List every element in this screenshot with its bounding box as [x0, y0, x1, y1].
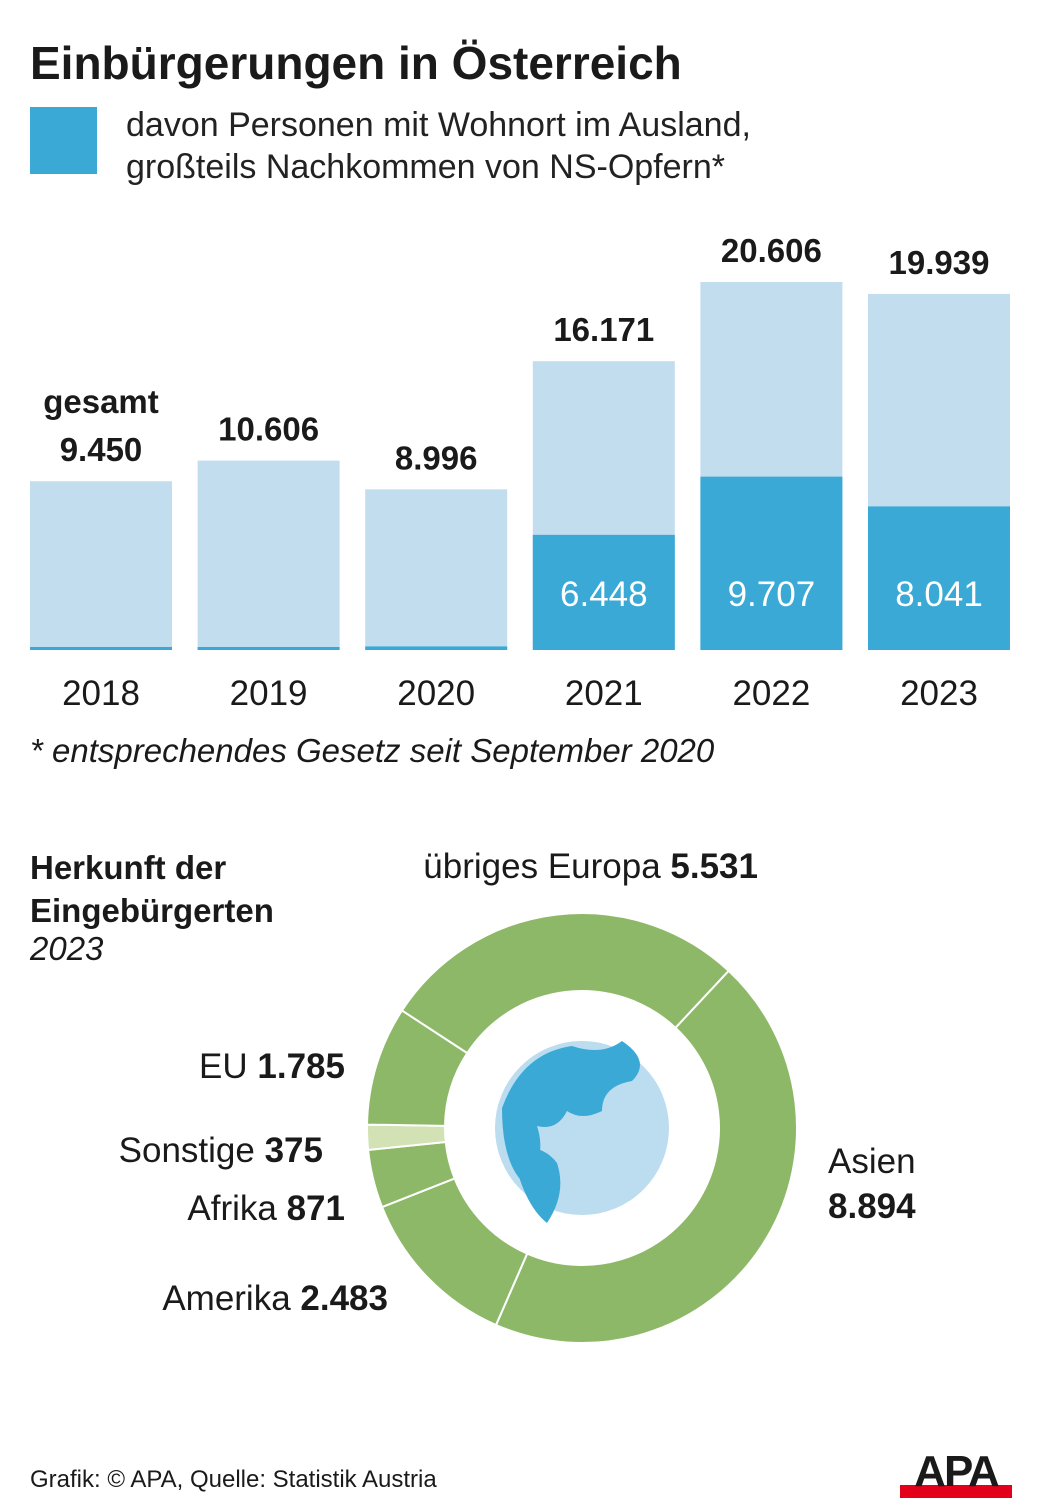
- donut-slice-asien: [494, 969, 798, 1344]
- chart-title: Einbürgerungen in Österreich: [30, 37, 682, 89]
- bar-chart: 9.450 gesamt 2018 10.606 2019 8.996 2020 16.171…: [30, 232, 1010, 713]
- pie-title-line-2: Eingebürgerten: [30, 892, 274, 929]
- x-tick-label: 2020: [397, 674, 475, 713]
- pie-year: 2023: [30, 930, 104, 967]
- slice-name: EU: [199, 1047, 257, 1086]
- bar-abroad-label: 9.707: [728, 575, 816, 614]
- bar-total-label: 20.606: [721, 232, 822, 269]
- legend-line-1: davon Personen mit Wohnort im Ausland,: [126, 106, 751, 144]
- slice-label-asien-value: 8.894: [828, 1187, 916, 1226]
- bar-abroad-label: 8.041: [895, 575, 983, 614]
- bar-total-2019: [197, 460, 340, 650]
- footnote: * entsprechendes Gesetz seit September 2…: [30, 732, 715, 769]
- bar-abroad-label: 6.448: [560, 575, 648, 614]
- bar-abroad-2019: [197, 647, 340, 650]
- globe-icon: [495, 1041, 669, 1223]
- slice-label-sonstige: Sonstige 375: [119, 1131, 323, 1170]
- bar-abroad-2022: [700, 476, 843, 650]
- slice-label-afrika: Afrika 871: [187, 1189, 345, 1228]
- bar-total-label: 9.450: [60, 431, 143, 468]
- bar-total-label: 19.939: [889, 244, 990, 281]
- x-tick-label: 2023: [900, 674, 978, 713]
- bar-total-label: 16.171: [553, 311, 654, 348]
- slice-value: 1.785: [257, 1047, 345, 1086]
- slice-value: 871: [287, 1189, 345, 1228]
- source-credit: Grafik: © APA, Quelle: Statistik Austria: [30, 1466, 437, 1493]
- bar-abroad-2018: [30, 647, 172, 650]
- x-tick-label: 2019: [230, 674, 308, 713]
- donut-slice-übriges-europa: [400, 912, 731, 1055]
- slice-label-asien-name: Asien: [828, 1142, 916, 1181]
- legend-swatch: [30, 107, 97, 174]
- bar-total-prefix: gesamt: [43, 383, 159, 420]
- donut-slice-amerika: [380, 1177, 529, 1327]
- slice-name: übriges Europa: [423, 847, 670, 886]
- slice-name: Sonstige: [119, 1131, 265, 1170]
- donut-chart: übriges Europa 5.531 EU 1.785 Sonstige 375…: [119, 847, 916, 1344]
- x-tick-label: 2021: [565, 674, 643, 713]
- bar-abroad-2021: [532, 534, 675, 650]
- legend-text: davon Personen mit Wohnort im Ausland, g…: [126, 104, 751, 188]
- bar-total-2018: [30, 481, 172, 650]
- apa-logo: APA: [900, 1450, 1012, 1498]
- slice-value: 375: [265, 1131, 323, 1170]
- slice-value: 2.483: [300, 1279, 388, 1318]
- legend-line-2: großteils Nachkommen von NS-Opfern*: [126, 148, 726, 186]
- globe-land: [502, 1041, 640, 1223]
- pie-title-line-1: Herkunft der: [30, 849, 227, 886]
- slice-name: Afrika: [187, 1189, 286, 1228]
- x-tick-label: 2018: [62, 674, 140, 713]
- bar-total-2020: [365, 489, 508, 650]
- bar-abroad-2020: [365, 646, 508, 650]
- bar-abroad-2023: [868, 506, 1010, 650]
- svg-text:APA: APA: [914, 1450, 999, 1496]
- slice-label-europa: übriges Europa 5.531: [423, 847, 758, 886]
- pie-title: Herkunft der Eingebürgerten: [30, 846, 274, 932]
- slice-label-eu: EU 1.785: [199, 1047, 345, 1086]
- x-tick-label: 2022: [732, 674, 810, 713]
- slice-value: 5.531: [670, 847, 758, 886]
- slice-label-amerika: Amerika 2.483: [162, 1279, 388, 1318]
- bar-total-label: 8.996: [395, 439, 478, 476]
- bar-total-label: 10.606: [218, 411, 319, 448]
- slice-name: Amerika: [162, 1279, 300, 1318]
